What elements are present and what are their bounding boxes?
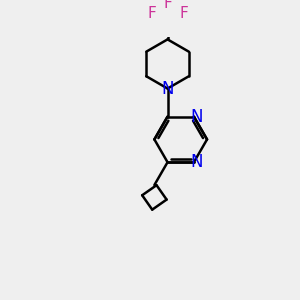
- Text: F: F: [147, 6, 156, 21]
- Text: N: N: [190, 108, 203, 126]
- Text: F: F: [163, 0, 172, 11]
- Text: F: F: [179, 6, 188, 21]
- Text: N: N: [190, 153, 203, 171]
- Text: N: N: [161, 80, 174, 98]
